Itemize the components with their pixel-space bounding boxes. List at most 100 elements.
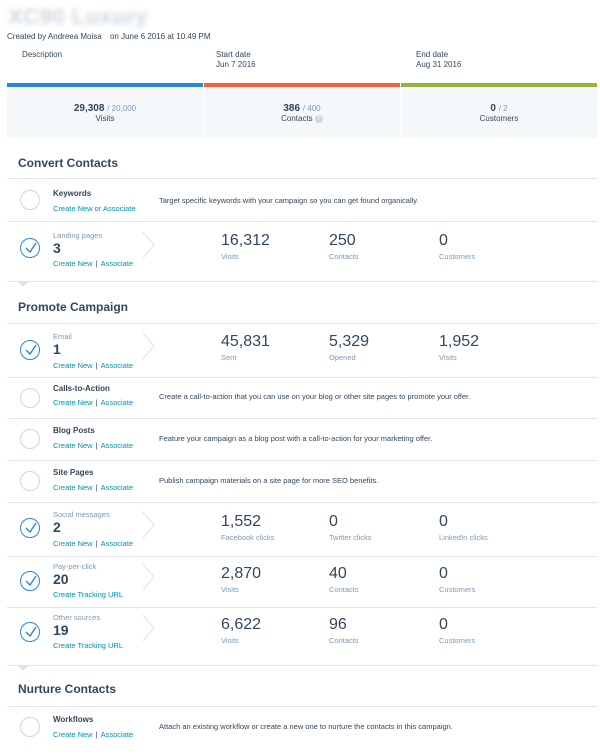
stat-visits-goal: / 20,000 xyxy=(107,104,137,113)
keywords-create-associate-link[interactable]: Create New or Associate xyxy=(53,204,136,213)
stat-customers-label: Customers xyxy=(479,114,519,123)
chevron-right-icon xyxy=(142,614,155,642)
incomplete-circle-icon xyxy=(20,717,40,737)
social-create-new-link[interactable]: Create New xyxy=(53,539,93,548)
end-date-value: Aug 31 2016 xyxy=(416,60,462,69)
email-metric-visits: 1,952 Visits xyxy=(439,333,480,362)
incomplete-circle-icon xyxy=(20,471,40,491)
landing-pages-associate-link[interactable]: Associate xyxy=(100,259,134,268)
row-blog-posts: Blog Posts Create New | Associate Feature … xyxy=(7,418,597,460)
email-metric-sent: 45,831 Sent xyxy=(221,333,270,362)
row-email[interactable]: Email 1 Create New | Associate 45,831 Sent … xyxy=(7,323,597,377)
chevron-right-icon xyxy=(142,563,155,591)
cta-create-new-link[interactable]: Create New xyxy=(53,398,93,407)
social-links: Create New | Associate xyxy=(53,539,133,548)
email-create-new-link[interactable]: Create New xyxy=(53,361,93,370)
site-associate-link[interactable]: Associate xyxy=(100,483,134,492)
other-metric-contacts: 96 Contacts xyxy=(329,616,359,645)
incomplete-circle-icon xyxy=(20,388,40,408)
start-date-value: Jun 7 2016 xyxy=(216,60,256,69)
check-circle-icon xyxy=(20,622,40,642)
ppc-create-tracking-url-link[interactable]: Create Tracking URL xyxy=(53,590,124,599)
row-pay-per-click[interactable]: Pay-per-click 20 Create Tracking URL 2,8… xyxy=(7,556,597,607)
stat-contacts-goal: / 400 xyxy=(302,104,321,113)
row-other-sources[interactable]: Other sources 19 Create Tracking URL 6,6… xyxy=(7,607,597,665)
chevron-right-icon xyxy=(142,511,155,539)
site-pages-description: Publish campaign materials on a site pag… xyxy=(159,476,379,485)
ppc-metric-visits: 2,870 Visits xyxy=(221,565,262,594)
landing-pages-links: Create New | Associate xyxy=(53,259,133,268)
ppc-metric-contacts: 40 Contacts xyxy=(329,565,359,594)
end-date-label: End date xyxy=(416,50,449,59)
row-social-messages[interactable]: Social messages 2 Create New | Associate 1… xyxy=(7,502,597,556)
created-on: on June 6 2016 at 10.49 PM xyxy=(109,32,211,41)
created-by: Created by Andreea Moisa xyxy=(7,32,102,41)
email-count: 1 xyxy=(53,341,61,357)
email-associate-link[interactable]: Associate xyxy=(100,361,134,370)
landing-metric-visits: 16,312 Visits xyxy=(221,232,270,261)
other-sources-name: Other sources xyxy=(53,613,101,622)
ppc-links: Create Tracking URL xyxy=(53,590,123,599)
social-name: Social messages xyxy=(53,510,110,519)
stat-contacts-label: Contacts xyxy=(281,114,313,123)
campaign-title: XC90 Luxury xyxy=(8,4,148,29)
row-keywords: Keywords Create New or Associate Target … xyxy=(7,178,597,221)
incomplete-circle-icon xyxy=(20,429,40,449)
stat-visits: 29,308 / 20,000 Visits xyxy=(7,83,204,138)
social-associate-link[interactable]: Associate xyxy=(100,539,134,548)
row-workflows: Workflows Create New | Associate Attach an… xyxy=(7,706,597,755)
created-by-line: Created by Andreea Moisa on June 6 2016 … xyxy=(7,32,211,41)
section-divider xyxy=(7,281,597,282)
social-metric-twitter: 0 Twitter clicks xyxy=(329,513,372,542)
landing-metric-customers: 0 Customers xyxy=(439,232,476,261)
link-separator: | xyxy=(95,539,98,548)
ppc-count: 20 xyxy=(53,571,69,587)
row-calls-to-action: Calls-to-Action Create New | Associate Cre… xyxy=(7,377,597,418)
workflows-associate-link[interactable]: Associate xyxy=(100,730,134,739)
cta-associate-link[interactable]: Associate xyxy=(100,398,134,407)
workflows-create-new-link[interactable]: Create New xyxy=(53,730,93,739)
link-separator: | xyxy=(95,398,98,407)
other-create-tracking-url-link[interactable]: Create Tracking URL xyxy=(53,641,124,650)
chevron-right-icon xyxy=(142,231,155,259)
workflows-links: Create New | Associate xyxy=(53,730,133,739)
cta-name: Calls-to-Action xyxy=(53,384,110,393)
description-label: Description xyxy=(22,50,63,59)
social-metric-facebook: 1,552 Facebook clicks xyxy=(221,513,275,542)
help-icon[interactable]: ? xyxy=(314,114,323,123)
check-circle-icon xyxy=(20,518,40,538)
social-metric-linkedin: 0 LinkedIn clicks xyxy=(439,513,488,542)
email-links: Create New | Associate xyxy=(53,361,133,370)
check-circle-icon xyxy=(20,571,40,591)
check-circle-icon xyxy=(20,238,40,258)
blog-posts-links: Create New | Associate xyxy=(53,441,133,450)
site-create-new-link[interactable]: Create New xyxy=(53,483,93,492)
check-circle-icon xyxy=(20,340,40,360)
link-separator: | xyxy=(95,483,98,492)
blog-associate-link[interactable]: Associate xyxy=(100,441,134,450)
blog-posts-name: Blog Posts xyxy=(53,426,95,435)
stat-visits-label: Visits xyxy=(95,114,115,123)
row-landing-pages[interactable]: Landing pages 3 Create New | Associate 16,… xyxy=(7,221,597,281)
start-date-label: Start date xyxy=(216,50,251,59)
link-separator: | xyxy=(95,361,98,370)
blog-create-new-link[interactable]: Create New xyxy=(53,441,93,450)
landing-pages-create-new-link[interactable]: Create New xyxy=(53,259,93,268)
landing-metric-contacts: 250 Contacts xyxy=(329,232,359,261)
other-sources-count: 19 xyxy=(53,622,69,638)
landing-pages-count: 3 xyxy=(53,240,61,256)
cta-links: Create New | Associate xyxy=(53,398,133,407)
stat-customers-accent xyxy=(401,83,597,87)
link-separator: | xyxy=(95,730,98,739)
email-metric-opened: 5,329 Opened xyxy=(329,333,370,362)
stat-customers-goal: / 2 xyxy=(498,104,508,113)
link-separator: | xyxy=(95,441,98,450)
incomplete-circle-icon xyxy=(20,190,40,210)
divider-notch xyxy=(18,282,28,287)
row-site-pages: Site Pages Create New | Associate Publish … xyxy=(7,460,597,502)
section-title-nurture: Nurture Contacts xyxy=(18,682,117,696)
stat-visits-value: 29,308 xyxy=(73,103,105,114)
keywords-description: Target specific keywords with your campa… xyxy=(159,196,419,205)
goal-stats-bar: 29,308 / 20,000 Visits 386 / 400 Contact… xyxy=(7,83,597,138)
email-name: Email xyxy=(53,332,72,341)
